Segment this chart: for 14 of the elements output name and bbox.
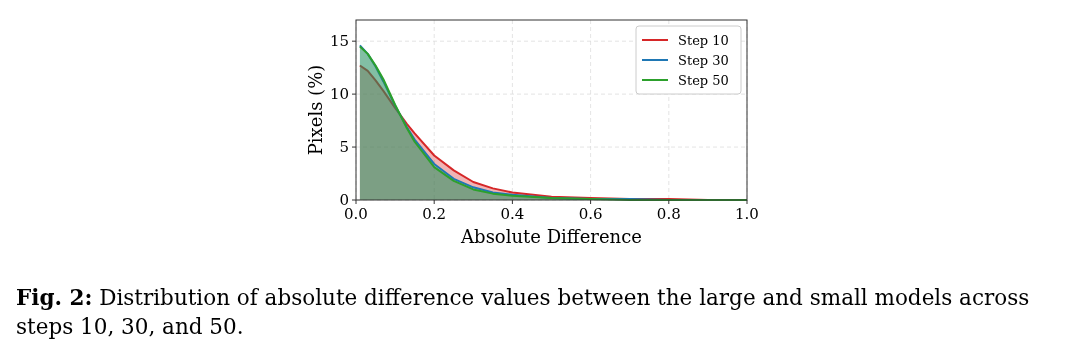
x-tick-label: 0.6 <box>578 205 603 223</box>
caption: Fig. 2: Distribution of absolute difference values between the large and small models across steps 10, 30, and 50. <box>16 284 1031 341</box>
legend-label: Step 10 <box>678 33 729 48</box>
legend-label: Step 50 <box>678 73 729 88</box>
y-tick-label: 15 <box>329 32 349 51</box>
y-tick-label: 10 <box>329 85 349 104</box>
x-tick-label: 0.8 <box>656 205 681 223</box>
y-tick-label: 5 <box>339 138 349 157</box>
x-tick-label: 0.4 <box>500 205 525 223</box>
x-tick-label: 0.2 <box>422 205 447 223</box>
legend-label: Step 30 <box>678 53 729 68</box>
y-axis-title: Pixels (%) <box>305 64 326 156</box>
x-axis-title: Absolute Difference <box>460 226 642 247</box>
x-tick-label: 1.0 <box>735 205 759 223</box>
